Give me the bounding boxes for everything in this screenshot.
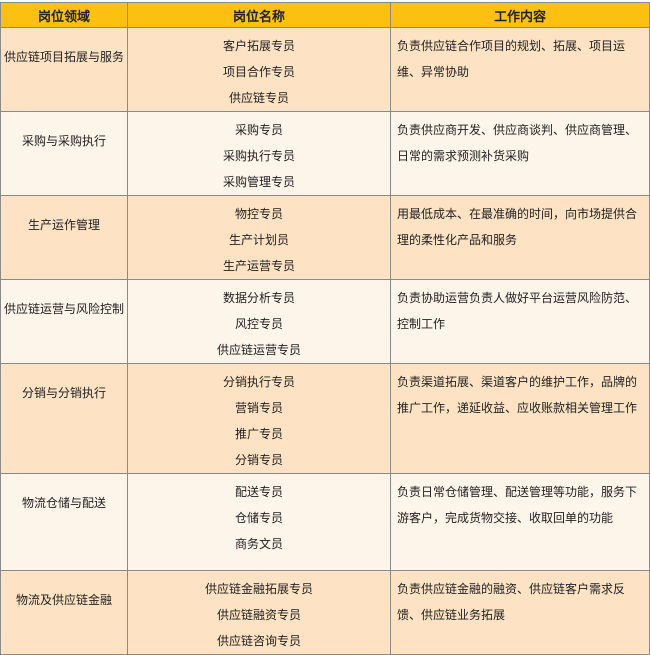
area-cell: 生产运作管理 — [0, 195, 128, 280]
position-name: 风控专员 — [234, 317, 283, 331]
area-cell: 物流及供应链金融 — [0, 570, 128, 655]
header-area: 岗位领域 — [0, 2, 128, 28]
position-name: 供应链运营专员 — [216, 343, 301, 357]
positions-cell: 采购专员采购执行专员 采购管理专员 — [127, 111, 391, 196]
position-name: 生产运营专员 — [222, 259, 295, 273]
position-name: 供应链咨询专员 — [216, 634, 301, 648]
position-name: 物控专员 — [234, 207, 283, 221]
description-cell: 负责日常仓储管理、配送管理等功能，服务下游客户，完成货物交接、收取回单的功能 — [390, 473, 650, 571]
description-cell: 负责供应链金融的融资、供应链客户需求反馈、供应链业务拓展 — [390, 570, 650, 655]
position-name: 供应链融资专员 — [216, 608, 301, 622]
header-description: 工作内容 — [390, 2, 650, 28]
position-name: 推广专员 — [234, 427, 283, 441]
position-name: 数据分析专员 — [222, 291, 295, 305]
position-name: 采购专员 — [234, 123, 283, 137]
positions-cell: 客户拓展专员 项目合作专员 供应链专员 — [127, 27, 391, 112]
table-row: 物流及供应链金融 供应链金融拓展专员 供应链融资专员 供应链咨询专员 负责供应链金融的融… — [0, 570, 650, 655]
position-name: 供应链金融拓展专员 — [204, 582, 313, 596]
position-name: 分销专员 — [234, 453, 283, 467]
area-cell: 供应链项目拓展与服务 — [0, 27, 128, 112]
description-cell: 负责供应链合作项目的规划、拓展、项目运维、异常协助 — [390, 27, 650, 112]
position-name: 分销执行专员 — [222, 375, 295, 389]
area-cell: 物流仓储与配送 — [0, 473, 128, 571]
table-row: 生产运作管理 物控专员 生产计划员 生产运营专员 用最低成本、在最准确的时间，向市场提供… — [0, 195, 650, 280]
header-position: 岗位名称 — [127, 2, 391, 28]
area-cell: 分销与分销执行 — [0, 363, 128, 474]
table-row: 采购与采购执行 采购专员 采购执行专员 采购管理专员 负责供应商开发、供应商谈判、供应商… — [0, 111, 650, 196]
area-cell: 采购与采购执行 — [0, 111, 128, 196]
position-name: 项目合作专员 — [222, 65, 295, 79]
table-row: 供应链运营与风险控制 数据分析专员 风控专员 供应链运营专员 负责协助运营负责人做好平台… — [0, 279, 650, 364]
positions-cell: 配送专员仓储专员商务文员 — [127, 473, 391, 571]
description-cell: 负责协助运营负责人做好平台运营风险防范、控制工作 — [390, 279, 650, 364]
position-name: 营销专员 — [234, 401, 283, 415]
description-cell: 负责渠道拓展、渠道客户的维护工作，品牌的推广工作，递延收益、应收账款相关管理工作 — [390, 363, 650, 474]
position-name: 商务文员 — [234, 537, 283, 551]
position-name: 供应链专员 — [228, 91, 289, 105]
table-row: 物流仓储与配送 配送专员 仓储专员 商务文员 负责日常仓储管理、配送管理等功能，服务下游… — [0, 473, 650, 571]
positions-cell: 供应链金融拓展专员 供应链融资专员 供应链咨询专员 — [127, 570, 391, 655]
area-cell: 供应链运营与风险控制 — [0, 279, 128, 364]
positions-cell: 物控专员生产计划员生产运营专员 — [127, 195, 391, 280]
description-cell: 负责供应商开发、供应商谈判、供应商管理、日常的需求预测补货采购 — [390, 111, 650, 196]
table-row: 供应链项目拓展与服务 客户拓展专员 项目合作专员 供应链专员 负责供应链合作项目的规划、… — [0, 27, 650, 112]
position-name: 客户拓展专员 — [222, 39, 295, 53]
position-name: 采购执行专员 — [222, 149, 295, 163]
position-name: 配送专员 — [234, 485, 283, 499]
position-name: 仓储专员 — [234, 511, 283, 525]
positions-cell: 数据分析专员 风控专员供应链运营专员 — [127, 279, 391, 364]
description-cell: 用最低成本、在最准确的时间，向市场提供合理的柔性化产品和服务 — [390, 195, 650, 280]
position-name: 采购管理专员 — [222, 175, 295, 189]
table-row: 分销与分销执行 分销执行专员 营销专员 推广专员 分销专员 负责渠道拓展、渠道客户的维护工… — [0, 363, 650, 474]
header-row: 岗位领域 岗位名称 工作内容 — [0, 2, 650, 28]
position-name: 生产计划员 — [228, 233, 289, 247]
positions-cell: 分销执行专员 营销专员推广专员分销专员 — [127, 363, 391, 474]
